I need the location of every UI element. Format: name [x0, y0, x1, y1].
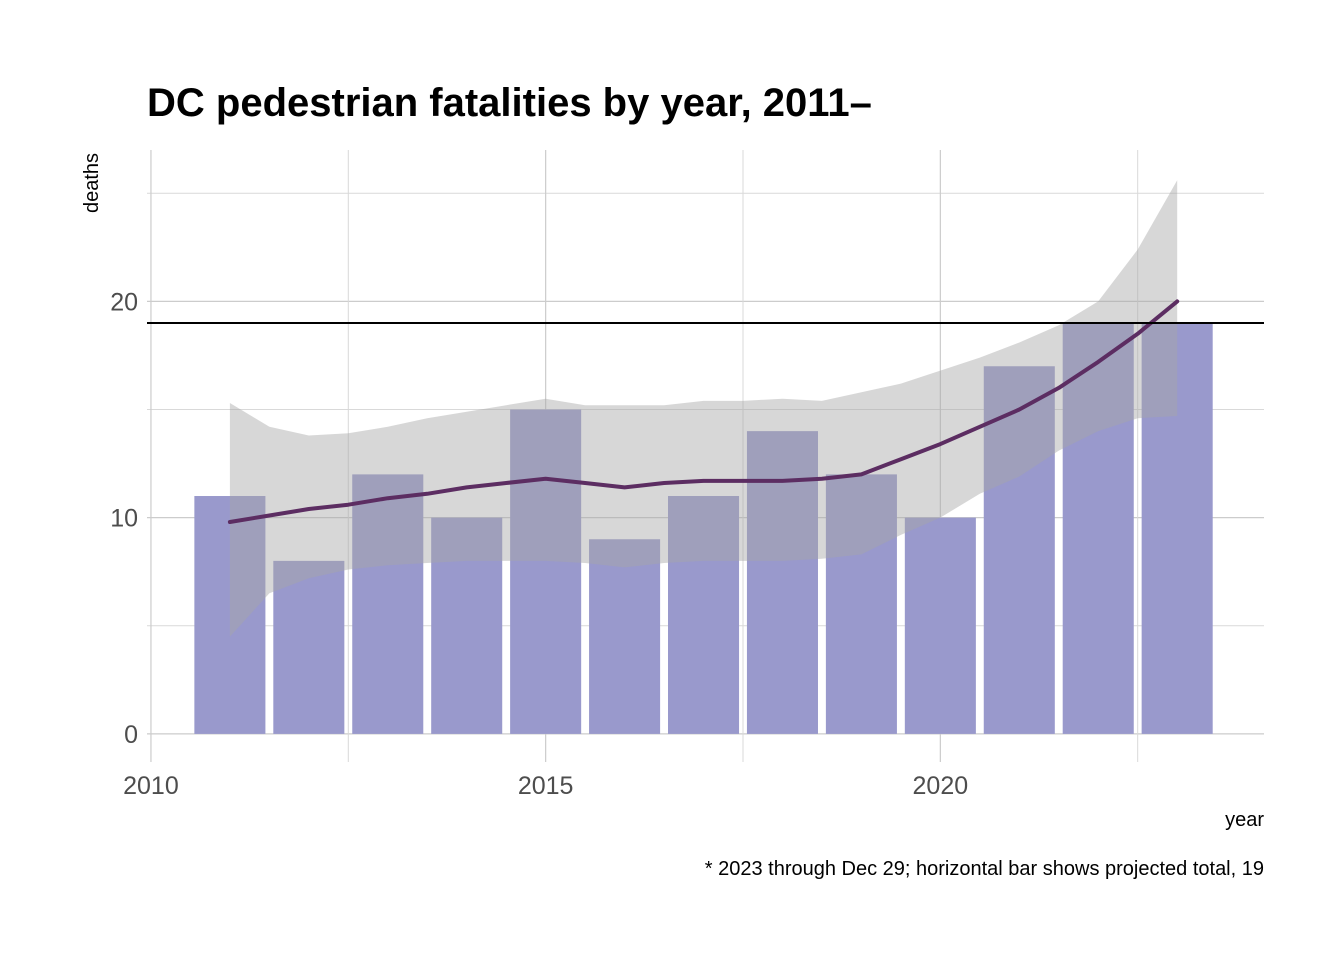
- bar-2015: [510, 409, 582, 734]
- bar-2011: [194, 496, 266, 734]
- confidence-band: [229, 180, 1178, 637]
- bar-2020: [904, 517, 976, 734]
- bar-2022: [1062, 323, 1134, 734]
- bar-2013: [352, 474, 424, 734]
- x-tick-label: 2020: [913, 772, 969, 800]
- y-tick-label: 10: [110, 505, 138, 533]
- y-tick-label: 20: [110, 288, 138, 316]
- bar-2021: [983, 366, 1055, 734]
- tick-label-layer: 0 10 20 2010 2015 2020: [110, 288, 968, 800]
- bar-2016: [589, 539, 661, 734]
- y-tick-label: 0: [124, 721, 138, 749]
- bar-2014: [431, 517, 503, 734]
- bars-layer: [194, 323, 1213, 734]
- chart-title: DC pedestrian fatalities by year, 2011–: [147, 81, 872, 125]
- x-axis-title: year: [1225, 809, 1264, 831]
- bar-2012: [273, 560, 345, 734]
- trend-line: [227, 299, 1180, 524]
- confidence-band-layer: [229, 180, 1178, 637]
- x-tick-label: 2010: [123, 772, 179, 800]
- bar-2023: [1141, 323, 1213, 734]
- chart-caption: * 2023 through Dec 29; horizontal bar sh…: [705, 858, 1264, 880]
- bar-2017: [668, 496, 740, 734]
- trend-line-layer: [227, 299, 1180, 524]
- bar-2019: [825, 474, 897, 734]
- y-axis-title: deaths: [81, 153, 103, 213]
- x-tick-label: 2015: [518, 772, 574, 800]
